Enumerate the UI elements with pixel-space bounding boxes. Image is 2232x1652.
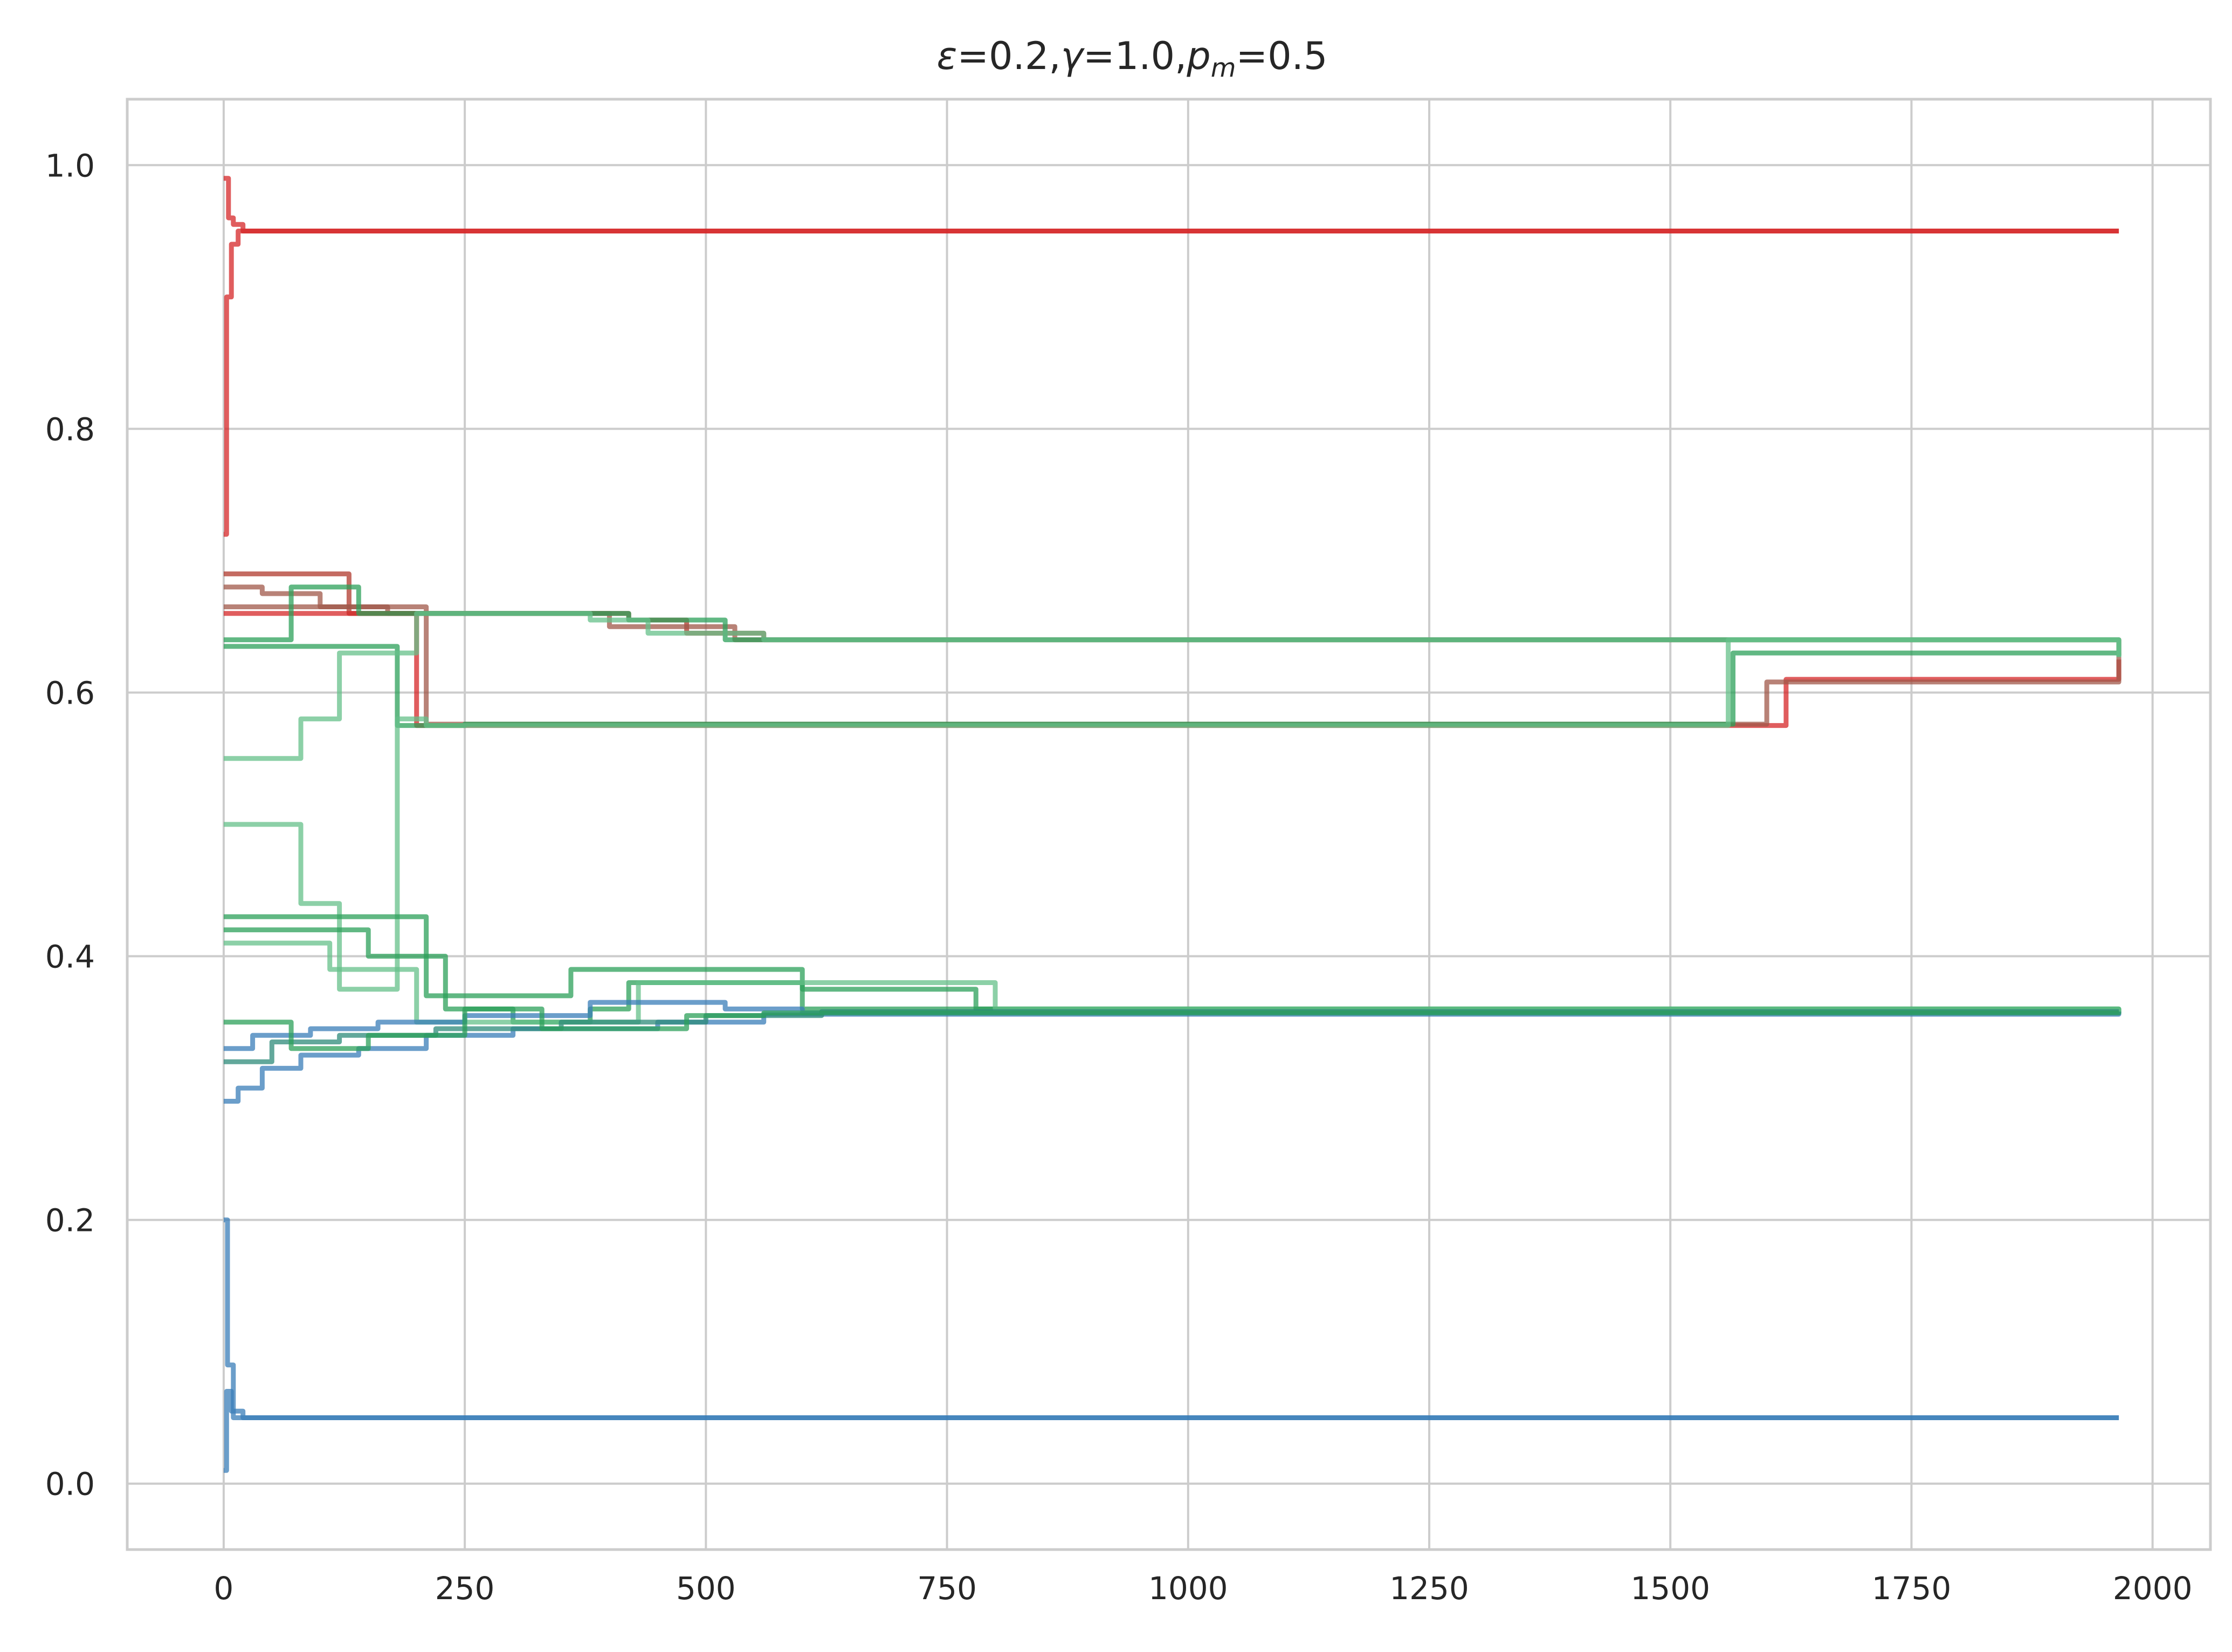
title-epsilon-value: =0.2, [957,34,1060,78]
y-tick-label: 1.0 [45,147,95,184]
title-epsilon-symbol: ε [937,34,957,78]
y-tick-labels: 0.0 0.2 0.4 0.6 0.8 1.0 [45,147,95,1502]
series-lines [223,176,2121,1473]
series-line [223,1006,2121,1051]
title-p-symbol: p [1186,34,1210,78]
y-tick-label: 0.4 [45,939,95,975]
y-tick-label: 0.8 [45,411,95,448]
y-tick-label: 0.2 [45,1202,95,1239]
y-tick-label: 0.0 [45,1466,95,1503]
x-tick-label: 2000 [2113,1570,2193,1607]
title-gamma-value: =1.0, [1083,34,1187,78]
x-tick-labels: 0 250 500 750 1000 1250 1500 1750 2000 [213,1570,2192,1607]
x-tick-label: 1000 [1148,1570,1228,1607]
x-tick-label: 250 [435,1570,495,1607]
series-line [223,229,2119,537]
title-p-subscript: m [1211,53,1236,83]
x-tick-label: 500 [676,1570,736,1607]
x-tick-label: 1250 [1389,1570,1469,1607]
axes-frame [126,98,2212,1551]
series-line [223,1011,2121,1104]
chart-title: ε=0.2,γ=1.0,pm=0.5 [937,34,1328,83]
y-tick-label: 0.6 [45,674,95,711]
title-p-value: =0.5 [1236,34,1327,78]
title-gamma-symbol: γ [1061,34,1085,78]
x-tick-label: 1500 [1630,1570,1710,1607]
gridlines [127,99,2210,1550]
series-line [223,637,2121,992]
series-line [223,611,2121,761]
x-tick-label: 750 [917,1570,977,1607]
series-line [223,1217,2119,1420]
x-tick-label: 0 [213,1570,233,1607]
plot-frame [126,98,2212,1551]
x-tick-label: 1750 [1872,1570,1952,1607]
series-line [223,604,2121,727]
